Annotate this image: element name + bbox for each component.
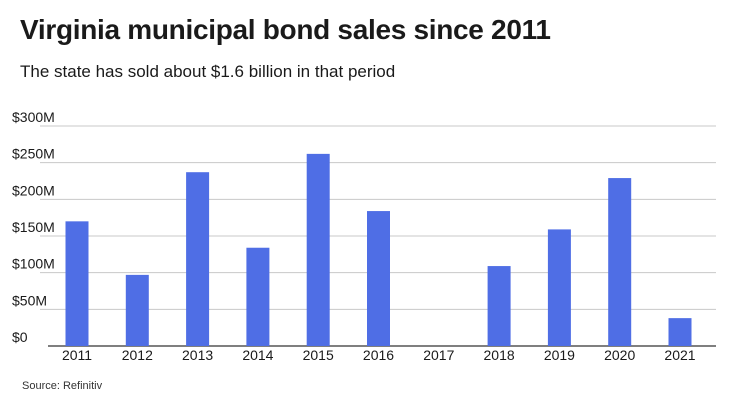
x-tick-label: 2018: [484, 347, 515, 363]
bar-2015: [306, 153, 330, 346]
x-tick-label: 2016: [363, 347, 394, 363]
y-tick-label: $0: [12, 329, 28, 345]
x-tick-label: 2017: [423, 347, 454, 363]
y-tick-label: $50M: [12, 292, 47, 308]
x-tick-label: 2012: [122, 347, 153, 363]
y-tick-label: $200M: [12, 182, 55, 198]
y-tick-label: $250M: [12, 146, 55, 162]
bar-2021: [668, 318, 692, 346]
x-tick-label: 2013: [182, 347, 213, 363]
x-tick-label: 2020: [604, 347, 635, 363]
y-tick-label: $300M: [12, 109, 55, 125]
y-tick-label: $150M: [12, 219, 55, 235]
bar-2019: [547, 229, 571, 346]
x-tick-label: 2011: [62, 347, 92, 363]
bar-2013: [186, 172, 210, 346]
source-note: Source: Refinitiv: [22, 380, 103, 392]
chart-title: Virginia municipal bond sales since 2011: [20, 14, 551, 45]
x-tick-label: 2015: [303, 347, 334, 363]
bar-2011: [65, 221, 89, 346]
x-tick-label: 2021: [664, 347, 695, 363]
bar-2014: [246, 247, 270, 346]
y-axis-tick-labels: $0 $50M $100M $150M $200M $250M $300M: [12, 109, 55, 345]
chart-subtitle: The state has sold about $1.6 billion in…: [20, 62, 396, 81]
bars: [65, 153, 692, 346]
bar-2020: [608, 178, 632, 346]
bar-2012: [125, 274, 149, 346]
y-tick-label: $100M: [12, 256, 55, 272]
x-axis-tick-labels: 2011 2012 2013 2014 2015 2016 2017 2018 2019 2020…: [62, 347, 696, 363]
x-tick-label: 2019: [544, 347, 575, 363]
bar-2016: [367, 211, 390, 346]
x-tick-label: 2014: [242, 347, 273, 363]
bar-2018: [487, 266, 511, 346]
